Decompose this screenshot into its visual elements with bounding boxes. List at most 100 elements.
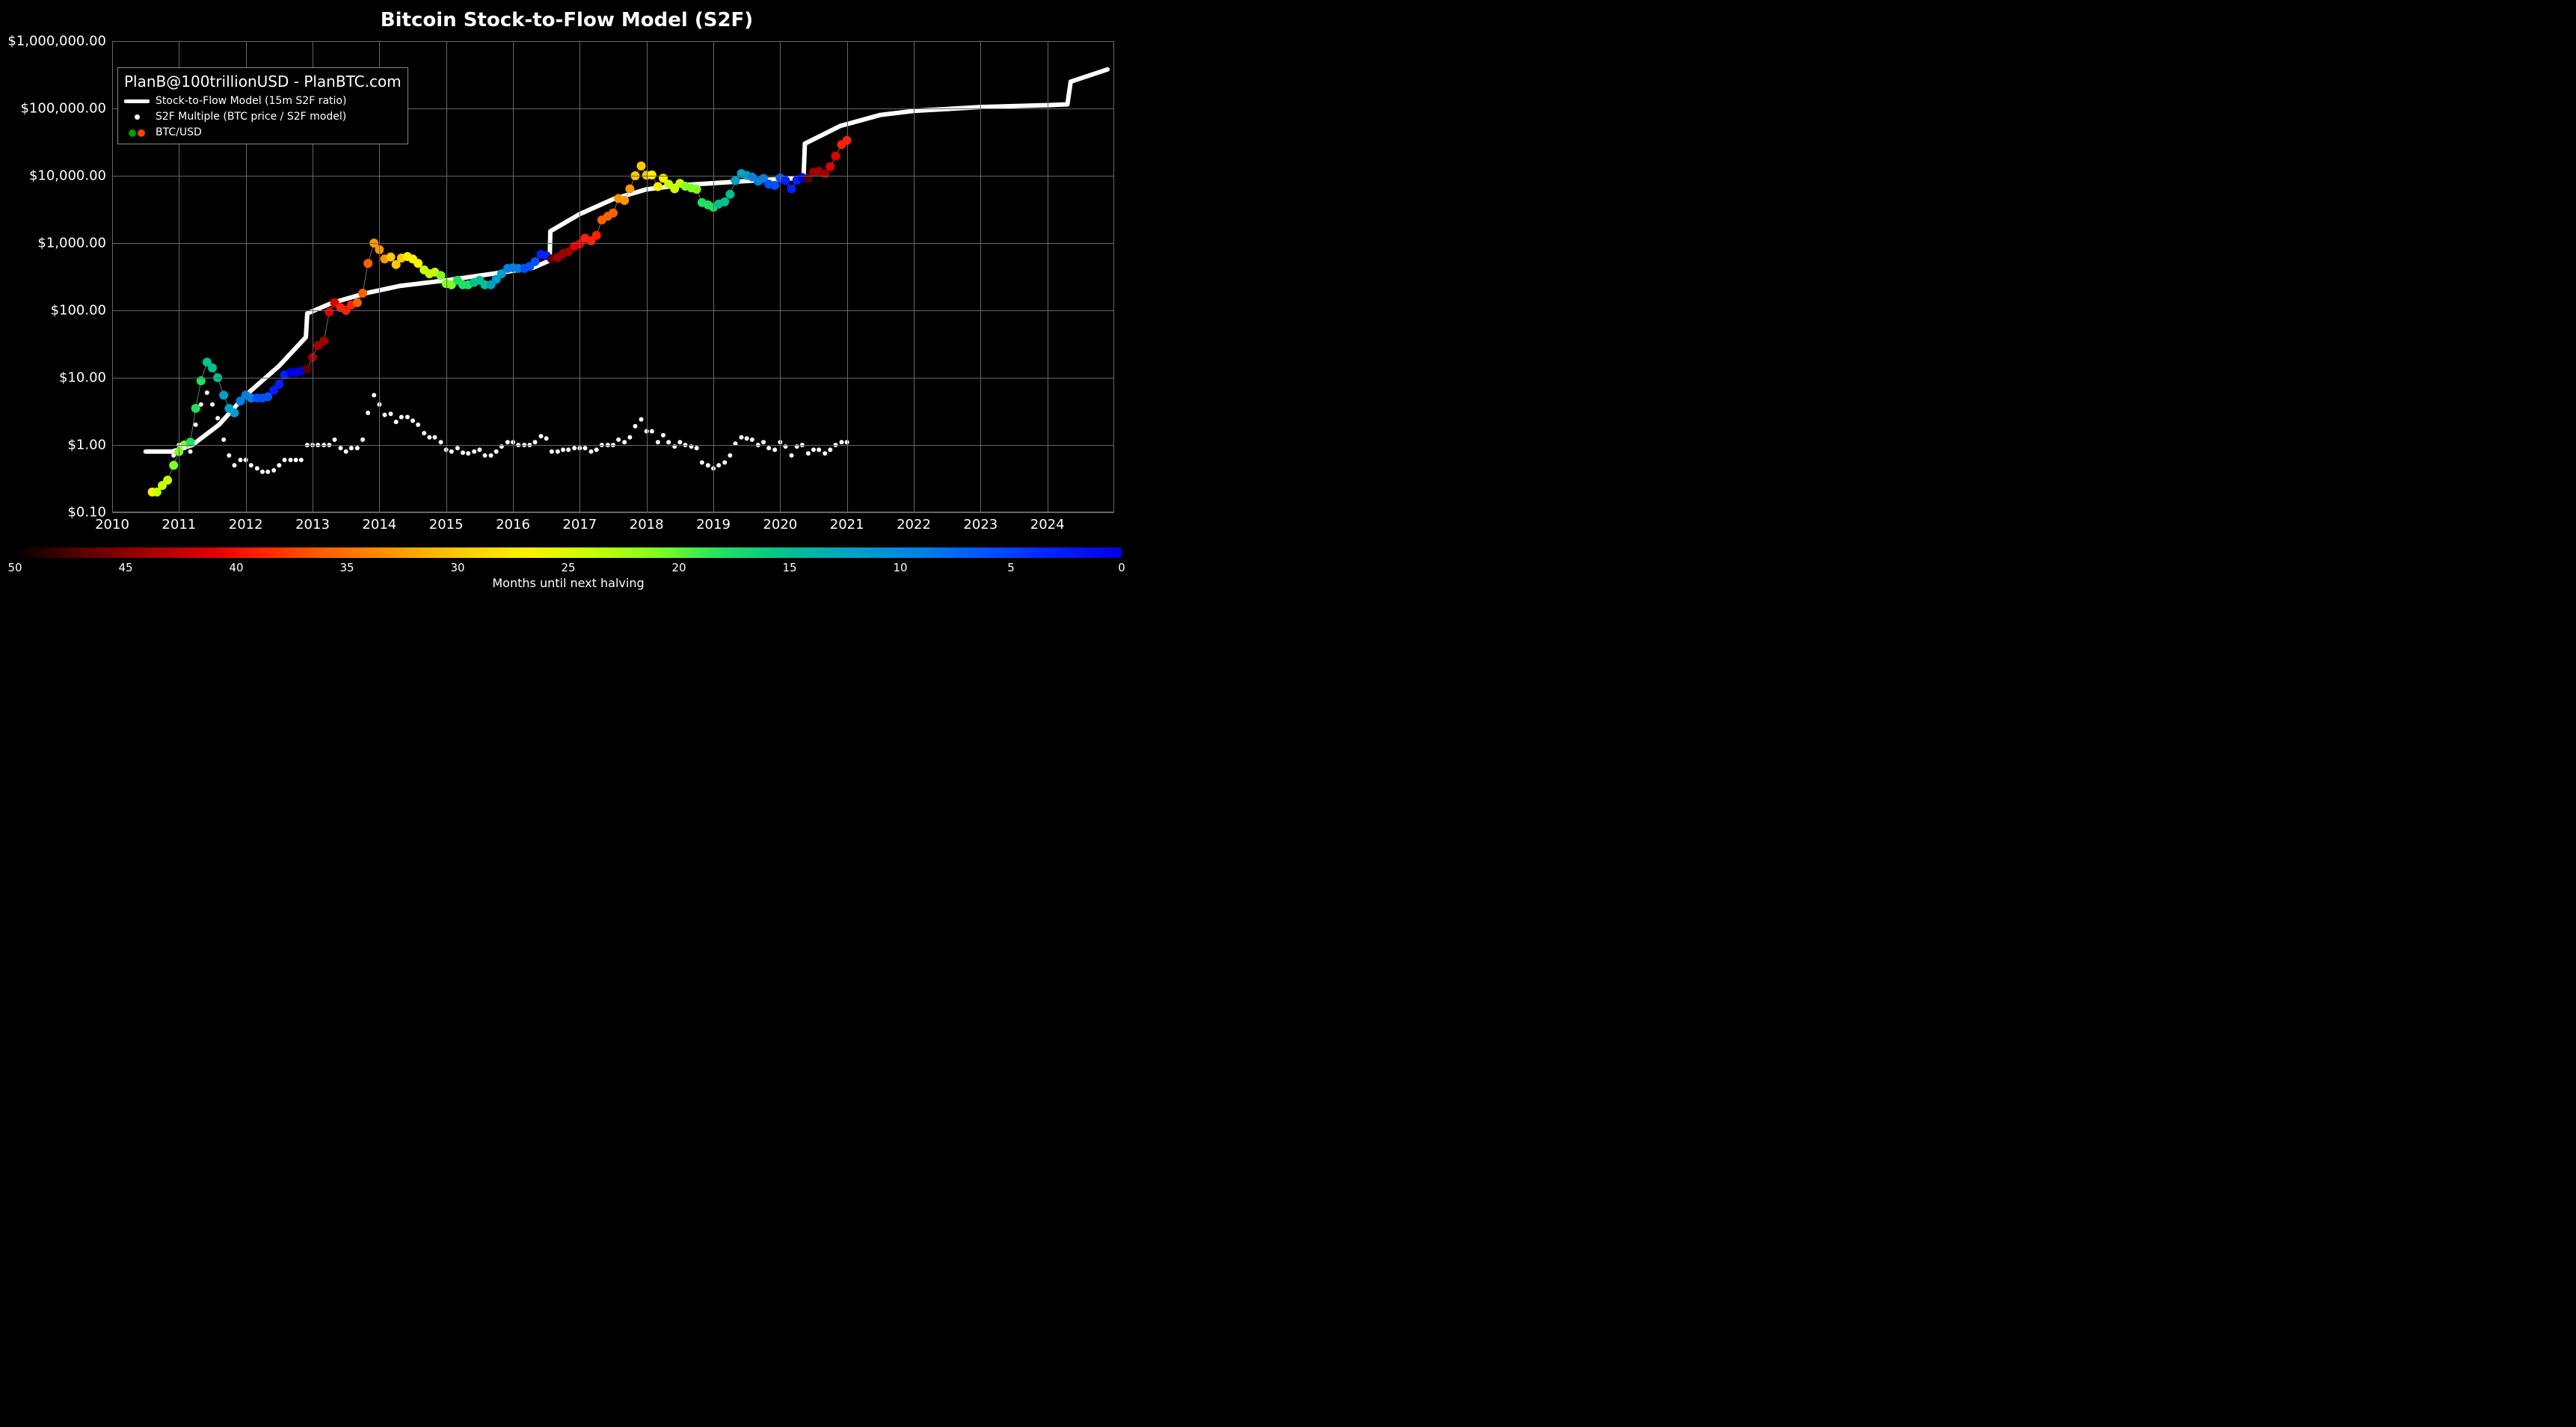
s2f-multiple-point: [811, 447, 816, 452]
s2f-multiple-point: [589, 449, 594, 454]
s2f-multiple-point: [249, 463, 253, 467]
s2f-multiple-point: [639, 417, 644, 422]
s2f-multiple-point: [427, 435, 431, 440]
grid-v: [780, 41, 781, 512]
s2f-multiple-point: [823, 451, 827, 455]
btc-price-point: [325, 307, 333, 316]
legend-title: PlanB@100trillionUSD - PlanBTC.com: [124, 71, 402, 93]
btc-price-point: [437, 271, 446, 280]
s2f-multiple-point: [656, 440, 660, 444]
s2f-multiple-point: [666, 440, 671, 444]
s2f-multiple-point: [561, 447, 565, 452]
colorbar-tick: 15: [782, 561, 796, 574]
x-tick-label: 2019: [696, 512, 731, 533]
s2f-multiple-point: [389, 411, 393, 416]
s2f-multiple-point: [265, 470, 270, 474]
legend-item: Stock-to-Flow Model (15m S2F ratio): [124, 93, 402, 109]
s2f-multiple-point: [439, 440, 443, 444]
s2f-multiple-point: [239, 458, 243, 462]
s2f-multiple-point: [740, 435, 744, 440]
grid-v: [446, 41, 447, 512]
s2f-multiple-point: [544, 436, 549, 441]
s2f-multiple-point: [461, 450, 465, 455]
btc-price-point: [353, 298, 362, 307]
legend-swatch: [124, 114, 150, 120]
y-tick-label: $100,000.00: [20, 101, 112, 117]
grid-v: [713, 41, 714, 512]
legend-item: S2F Multiple (BTC price / S2F model): [124, 109, 402, 125]
legend-label: BTC/USD: [156, 125, 202, 141]
btc-price-point: [625, 184, 634, 193]
x-tick-label: 2024: [1030, 512, 1065, 533]
s2f-multiple-point: [372, 393, 376, 397]
s2f-multiple-point: [828, 447, 832, 452]
grid-h: [112, 176, 1114, 177]
btc-price-point: [169, 461, 178, 470]
btc-price-point: [725, 190, 734, 199]
s2f-multiple-point: [382, 413, 387, 417]
s2f-multiple-point: [466, 451, 470, 455]
s2f-multiple-point: [633, 424, 637, 429]
colorbar-tick: 35: [339, 561, 354, 574]
x-tick-label: 2012: [229, 512, 263, 533]
s2f-multiple-point: [772, 447, 777, 452]
grid-h: [112, 310, 1114, 311]
y-tick-label: $1,000,000.00: [7, 34, 112, 49]
s2f-multiple-point: [505, 440, 510, 444]
s2f-multiple-point: [695, 446, 699, 450]
x-tick-label: 2023: [963, 512, 997, 533]
s2f-multiple-point: [205, 390, 209, 395]
s2f-multiple-point: [260, 470, 265, 474]
x-tick-label: 2016: [496, 512, 530, 533]
legend-item: BTC/USD: [124, 125, 402, 141]
x-tick-label: 2021: [830, 512, 864, 533]
colorbar-tick: 5: [1007, 561, 1015, 574]
btc-price-point: [781, 176, 790, 185]
btc-price-point: [219, 390, 228, 399]
legend: PlanB@100trillionUSD - PlanBTC.com Stock…: [117, 67, 408, 144]
s2f-multiple-point: [432, 435, 437, 440]
s2f-multiple-point: [416, 423, 420, 427]
btc-connector-line: [153, 141, 847, 492]
s2f-multiple-point: [817, 447, 821, 452]
colorbar: [15, 547, 1122, 558]
colorbar-tick: 0: [1118, 561, 1125, 574]
btc-price-point: [208, 363, 217, 372]
btc-price-point: [230, 408, 239, 417]
btc-price-point: [319, 337, 328, 346]
y-tick-label: $10,000.00: [29, 168, 112, 184]
btc-price-point: [530, 257, 539, 266]
s2f-multiple-point: [210, 402, 215, 407]
s2f-multiple-point: [750, 438, 754, 442]
s2f-multiple-point: [745, 436, 749, 441]
s2f-multiple-point: [282, 458, 286, 462]
s2f-multiple-point: [489, 453, 494, 458]
x-tick-label: 2020: [763, 512, 797, 533]
s2f-multiple-point: [650, 429, 654, 434]
s2f-multiple-point: [215, 416, 220, 420]
s2f-multiple-point: [455, 446, 460, 450]
colorbar-tick: 45: [118, 561, 132, 574]
s2f-multiple-point: [477, 447, 482, 452]
s2f-multiple-point: [532, 440, 537, 444]
btc-price-point: [191, 404, 200, 413]
s2f-multiple-point: [556, 449, 560, 454]
x-tick-label: 2018: [630, 512, 664, 533]
s2f-multiple-point: [661, 433, 665, 438]
x-tick-label: 2015: [429, 512, 464, 533]
btc-price-point: [770, 181, 779, 190]
btc-price-point: [358, 289, 367, 298]
btc-price-point: [387, 253, 396, 262]
legend-swatch: [124, 129, 150, 137]
colorbar-tick: 20: [671, 561, 686, 574]
btc-price-point: [609, 209, 618, 218]
btc-price-point: [692, 185, 701, 194]
legend-swatch: [124, 99, 150, 103]
s2f-multiple-point: [550, 449, 554, 454]
grid-v: [513, 41, 514, 512]
s2f-multiple-point: [394, 420, 399, 424]
chart-title: Bitcoin Stock-to-Flow Model (S2F): [0, 9, 1134, 31]
btc-price-point: [592, 231, 601, 240]
colorbar-tick: 40: [229, 561, 243, 574]
s2f-multiple-point: [349, 446, 354, 450]
